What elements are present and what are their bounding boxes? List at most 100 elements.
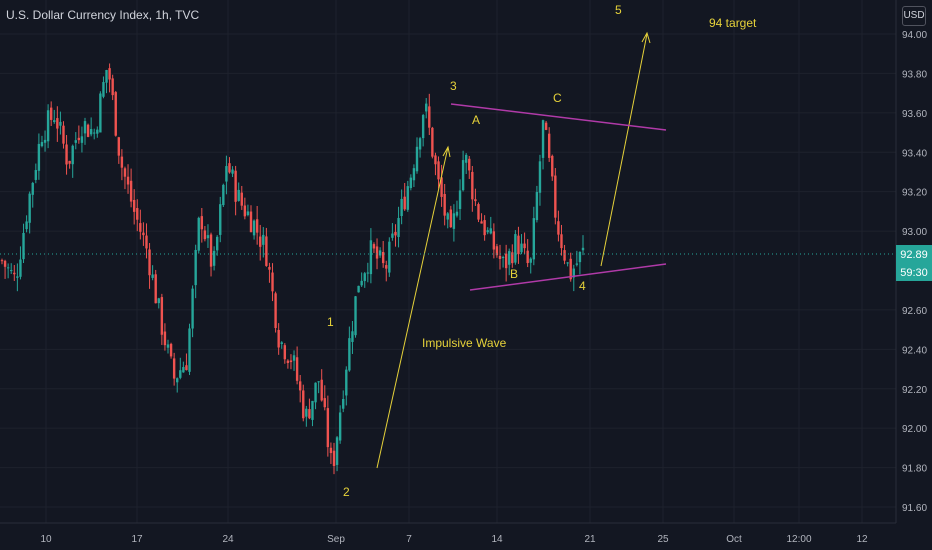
candle-body [25, 221, 28, 230]
candle-body [262, 234, 265, 245]
candle-body [96, 129, 99, 134]
candle-body [37, 143, 41, 171]
time-tick-label: 17 [131, 534, 143, 545]
candle-body [228, 163, 231, 173]
candle-body [34, 170, 38, 180]
candle-body [480, 221, 483, 224]
candle-body [22, 232, 25, 260]
candle-body [501, 257, 505, 259]
time-scale[interactable]: 10 17 24 Sep 7 14 21 25 Oct 12:00 12 [0, 522, 932, 550]
candle-body [437, 161, 440, 180]
candle-body [151, 274, 154, 278]
candle-body [65, 144, 68, 165]
candle-body [10, 270, 13, 272]
candle-body [93, 132, 96, 134]
candle-body [157, 298, 160, 304]
candle-body [418, 138, 422, 150]
candle-body [305, 408, 308, 417]
candle-body [409, 177, 413, 189]
triangle-upper-line[interactable] [450, 103, 667, 131]
candle-body [572, 268, 575, 278]
candle-body [332, 450, 336, 466]
time-tick-label: 21 [584, 534, 596, 545]
candle-body [348, 338, 351, 371]
candle-body [578, 252, 582, 263]
last-price-value: 92.89 [900, 249, 928, 261]
candle-body [209, 234, 213, 267]
candle-body [182, 367, 185, 373]
price-tick-label: 93.40 [902, 148, 927, 159]
candle-body [508, 251, 511, 265]
currency-badge[interactable]: USD [902, 6, 926, 26]
candle-body [477, 204, 480, 220]
candle-body [145, 235, 148, 249]
candle-body [449, 209, 453, 228]
candle-body [471, 171, 474, 200]
candle-body [378, 250, 382, 256]
candle-body [163, 331, 167, 346]
candle-body [335, 437, 339, 465]
candle-body [108, 68, 111, 80]
price-tick-label: 92.20 [902, 385, 927, 396]
impulsive-wave-arrow-line[interactable] [376, 146, 449, 469]
wave-label-c: C [553, 91, 562, 105]
label-layer: 1 2 3 A B C 4 5 Impulsive Wave 94 target [327, 3, 757, 499]
candle-body [46, 110, 50, 142]
candle-body [360, 280, 363, 286]
target-arrow-line[interactable] [600, 33, 648, 267]
wave-label-3: 3 [450, 79, 457, 93]
candle-body [105, 70, 108, 83]
candle-body [529, 258, 532, 263]
candle-body [283, 345, 287, 360]
candle-body [49, 107, 53, 120]
candle-body [517, 235, 520, 255]
candle-body [523, 243, 526, 249]
candle-body [252, 220, 256, 236]
candle-body [403, 196, 406, 210]
candle-body [148, 249, 151, 276]
candle-body [455, 211, 459, 216]
impulsive-wave-label: Impulsive Wave [422, 336, 507, 350]
candle-body [412, 168, 416, 181]
candle-body [532, 218, 536, 260]
candle-body [538, 161, 542, 193]
last-price-tag[interactable]: 92.89 [896, 245, 932, 263]
candle-body [486, 230, 489, 233]
candle-body [0, 260, 4, 262]
candle-body [53, 120, 56, 123]
candle-body [13, 272, 16, 275]
candle-body [169, 343, 173, 357]
candle-body [495, 246, 499, 256]
candle-body [428, 106, 431, 128]
candle-body [544, 122, 548, 130]
triangle-lower-line[interactable] [469, 263, 667, 291]
time-tick-label: Sep [327, 534, 345, 545]
candle-body [354, 296, 357, 336]
candle-body [557, 221, 560, 235]
candle-body [311, 400, 314, 420]
candle-body [302, 390, 305, 419]
candle-body [219, 204, 222, 235]
candle-body [154, 274, 157, 304]
candle-body [203, 230, 207, 240]
candle-body [541, 120, 545, 158]
candle-body [271, 272, 274, 292]
wave-label-a: A [472, 113, 480, 127]
price-tick-label: 93.60 [902, 109, 927, 120]
candle-body [369, 240, 373, 275]
candle-body [554, 175, 557, 218]
time-tick-label: 10 [40, 534, 52, 545]
candle-body [74, 140, 77, 143]
candle-layer [0, 63, 585, 475]
candle-body [249, 211, 253, 233]
candle-body [560, 234, 563, 249]
candle-body [385, 265, 388, 269]
candle-body [575, 263, 579, 265]
candle-body [351, 331, 354, 342]
candle-body [234, 170, 237, 202]
candle-body [176, 378, 179, 383]
overlay-layer [376, 31, 667, 469]
candle-body [357, 285, 360, 293]
